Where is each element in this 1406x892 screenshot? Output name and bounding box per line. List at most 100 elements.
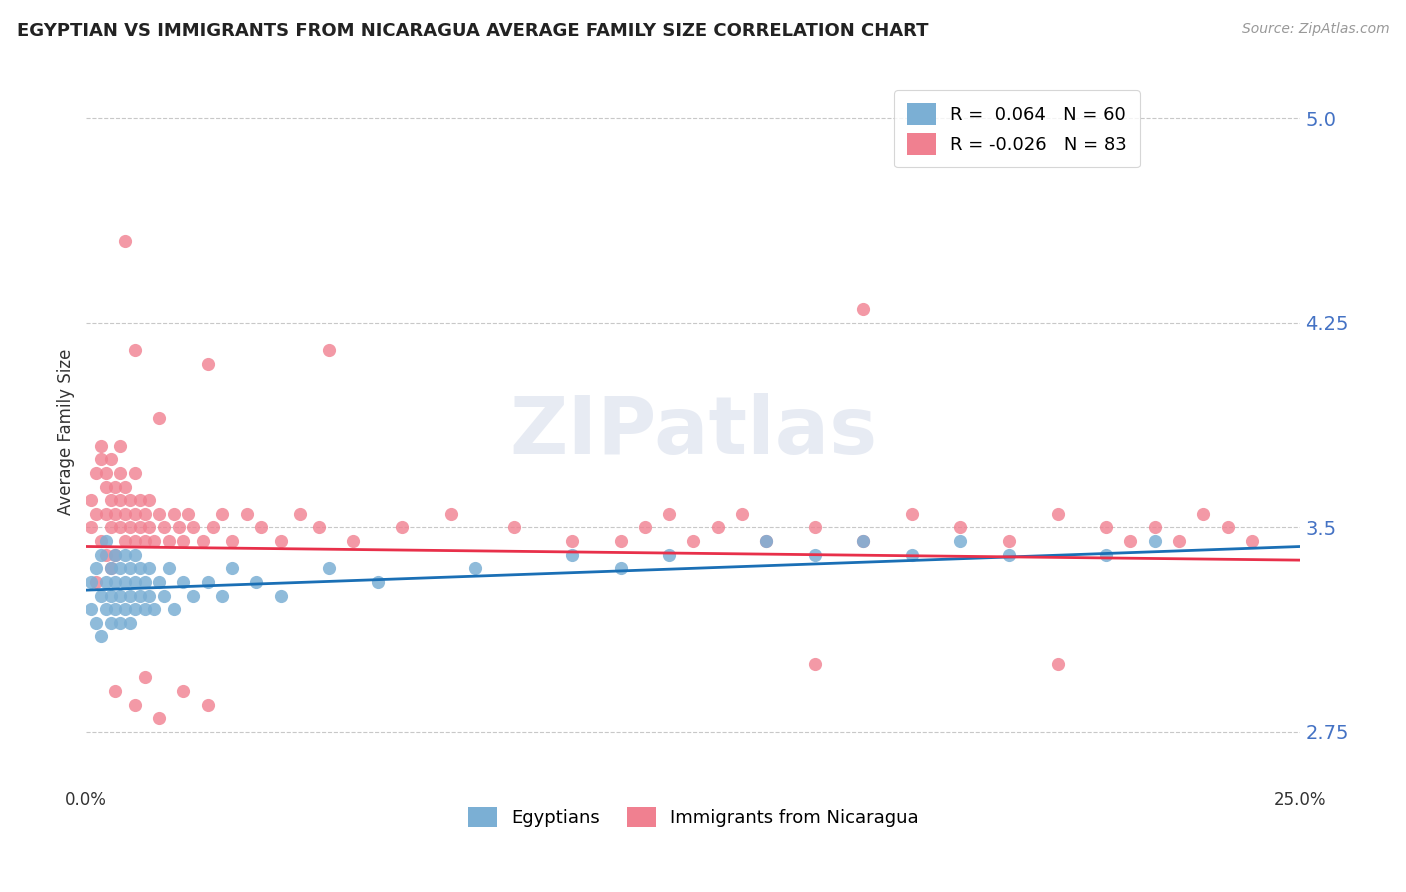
- Point: [100, 561, 122, 575]
- Point: [197, 357, 219, 371]
- Point: [1046, 507, 1069, 521]
- Point: [90, 630, 112, 644]
- Point: [706, 520, 728, 534]
- Point: [110, 466, 132, 480]
- Point: [901, 548, 924, 562]
- Point: [90, 548, 112, 562]
- Point: [94, 602, 117, 616]
- Point: [90, 589, 112, 603]
- Point: [114, 602, 136, 616]
- Point: [124, 698, 146, 712]
- Point: [128, 520, 150, 534]
- Point: [124, 548, 146, 562]
- Point: [634, 520, 657, 534]
- Point: [94, 479, 117, 493]
- Point: [1095, 520, 1118, 534]
- Point: [172, 684, 194, 698]
- Point: [1168, 534, 1191, 549]
- Point: [163, 507, 186, 521]
- Point: [110, 561, 132, 575]
- Point: [118, 493, 141, 508]
- Point: [561, 534, 583, 549]
- Point: [138, 561, 160, 575]
- Point: [84, 466, 107, 480]
- Point: [134, 602, 156, 616]
- Point: [114, 534, 136, 549]
- Point: [124, 574, 146, 589]
- Point: [104, 548, 127, 562]
- Point: [1143, 534, 1166, 549]
- Point: [138, 589, 160, 603]
- Point: [949, 520, 972, 534]
- Point: [114, 507, 136, 521]
- Point: [852, 534, 875, 549]
- Point: [949, 534, 972, 549]
- Point: [1119, 534, 1142, 549]
- Point: [80, 520, 103, 534]
- Y-axis label: Average Family Size: Average Family Size: [58, 349, 75, 516]
- Point: [270, 534, 292, 549]
- Point: [804, 657, 827, 671]
- Point: [318, 343, 340, 358]
- Point: [852, 534, 875, 549]
- Point: [94, 534, 117, 549]
- Point: [852, 302, 875, 317]
- Point: [201, 520, 224, 534]
- Point: [128, 561, 150, 575]
- Point: [128, 493, 150, 508]
- Point: [114, 548, 136, 562]
- Point: [270, 589, 292, 603]
- Point: [561, 548, 583, 562]
- Point: [1143, 520, 1166, 534]
- Point: [124, 507, 146, 521]
- Point: [211, 507, 233, 521]
- Point: [1216, 520, 1239, 534]
- Legend: Egyptians, Immigrants from Nicaragua: Egyptians, Immigrants from Nicaragua: [461, 800, 927, 834]
- Point: [90, 439, 112, 453]
- Point: [181, 589, 204, 603]
- Point: [100, 561, 122, 575]
- Point: [211, 589, 233, 603]
- Point: [110, 615, 132, 630]
- Point: [80, 574, 103, 589]
- Point: [245, 574, 267, 589]
- Point: [172, 574, 194, 589]
- Point: [318, 561, 340, 575]
- Point: [124, 466, 146, 480]
- Point: [148, 411, 170, 425]
- Point: [100, 520, 122, 534]
- Point: [342, 534, 364, 549]
- Point: [124, 343, 146, 358]
- Point: [124, 534, 146, 549]
- Point: [100, 589, 122, 603]
- Point: [114, 479, 136, 493]
- Point: [100, 615, 122, 630]
- Point: [84, 615, 107, 630]
- Point: [114, 234, 136, 248]
- Point: [104, 507, 127, 521]
- Point: [464, 561, 486, 575]
- Point: [658, 548, 681, 562]
- Point: [181, 520, 204, 534]
- Point: [84, 561, 107, 575]
- Point: [901, 507, 924, 521]
- Point: [94, 507, 117, 521]
- Text: EGYPTIAN VS IMMIGRANTS FROM NICARAGUA AVERAGE FAMILY SIZE CORRELATION CHART: EGYPTIAN VS IMMIGRANTS FROM NICARAGUA AV…: [17, 22, 928, 40]
- Point: [367, 574, 389, 589]
- Point: [94, 466, 117, 480]
- Point: [104, 684, 127, 698]
- Point: [172, 534, 194, 549]
- Point: [221, 561, 243, 575]
- Point: [148, 711, 170, 725]
- Point: [1095, 548, 1118, 562]
- Point: [391, 520, 413, 534]
- Point: [731, 507, 754, 521]
- Point: [110, 493, 132, 508]
- Text: Source: ZipAtlas.com: Source: ZipAtlas.com: [1241, 22, 1389, 37]
- Point: [191, 534, 214, 549]
- Point: [609, 561, 631, 575]
- Point: [235, 507, 257, 521]
- Point: [609, 534, 631, 549]
- Point: [998, 548, 1021, 562]
- Point: [118, 615, 141, 630]
